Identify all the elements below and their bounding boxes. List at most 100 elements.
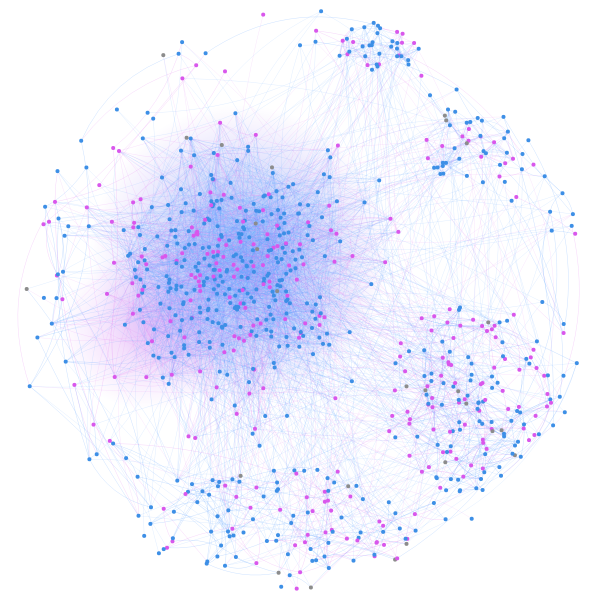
edge [276,190,281,236]
edge [184,206,213,249]
edge [157,205,212,237]
edge [162,257,216,271]
edge [216,200,286,254]
edge [181,252,214,271]
edge [266,303,308,320]
edge [198,263,221,277]
edge [222,313,287,345]
edge [213,152,219,227]
edge [292,183,319,193]
edge [188,351,225,356]
edge [240,257,272,332]
edge [153,319,183,330]
edge [242,146,249,222]
edge [139,266,183,311]
edge [284,176,330,224]
edge [183,319,267,349]
edge [190,138,237,255]
edge [256,252,286,290]
edge [181,318,213,323]
edge [162,319,183,378]
edge [186,293,236,309]
edge [210,205,264,222]
edge [198,341,223,347]
edge [240,238,268,243]
edge [181,308,209,321]
edge [149,288,178,481]
edge [106,293,144,323]
edge [111,221,141,236]
edge [324,176,336,257]
edge [247,293,306,324]
edge [146,236,176,270]
edge [169,230,175,309]
edge [170,263,177,322]
edge [138,295,144,323]
edge [171,254,218,353]
edge [132,283,170,309]
edge [141,256,172,353]
edge [224,324,234,351]
edge [188,230,199,264]
edge [320,313,336,399]
edge [236,309,261,324]
edge [198,263,221,277]
edge [267,233,300,250]
edge [269,264,304,282]
edge [235,254,265,279]
edge [253,299,288,303]
edge [198,326,241,335]
edge [213,256,235,277]
edge [275,299,320,326]
edge [139,309,169,337]
edge [262,209,300,250]
edge [260,303,291,324]
edge [233,276,288,300]
edge [299,27,381,46]
edge [247,150,325,175]
edge [209,255,234,266]
edge [166,245,219,277]
edge [229,297,270,308]
edge [216,324,226,388]
edge [257,388,264,446]
edge [189,138,191,167]
edge [188,299,209,356]
edge [327,145,339,206]
edge [249,236,264,266]
edge [88,225,171,289]
edge [298,176,330,214]
edge [171,307,236,353]
edge [51,323,153,343]
edge [210,192,264,222]
edge [255,210,264,266]
edge [253,203,257,267]
edge [263,231,399,283]
edge [273,197,283,248]
edge [169,276,235,284]
edge [207,154,218,219]
edge [277,262,324,345]
edge [275,299,300,339]
edge [223,255,268,258]
edge [209,347,228,375]
edge [249,297,257,337]
edge [299,249,353,382]
edge [186,285,219,294]
edge [216,200,268,240]
edge [113,262,134,314]
edge [200,273,287,313]
edge [267,238,294,252]
edge [272,172,285,224]
edge [262,180,380,222]
edge [146,348,185,378]
edge [182,303,209,310]
edge [295,268,320,338]
edge [237,269,248,294]
edge [124,302,184,326]
edge [118,150,212,202]
edge [111,193,201,223]
edge [270,314,280,347]
edge [239,237,290,266]
edge [267,233,301,245]
